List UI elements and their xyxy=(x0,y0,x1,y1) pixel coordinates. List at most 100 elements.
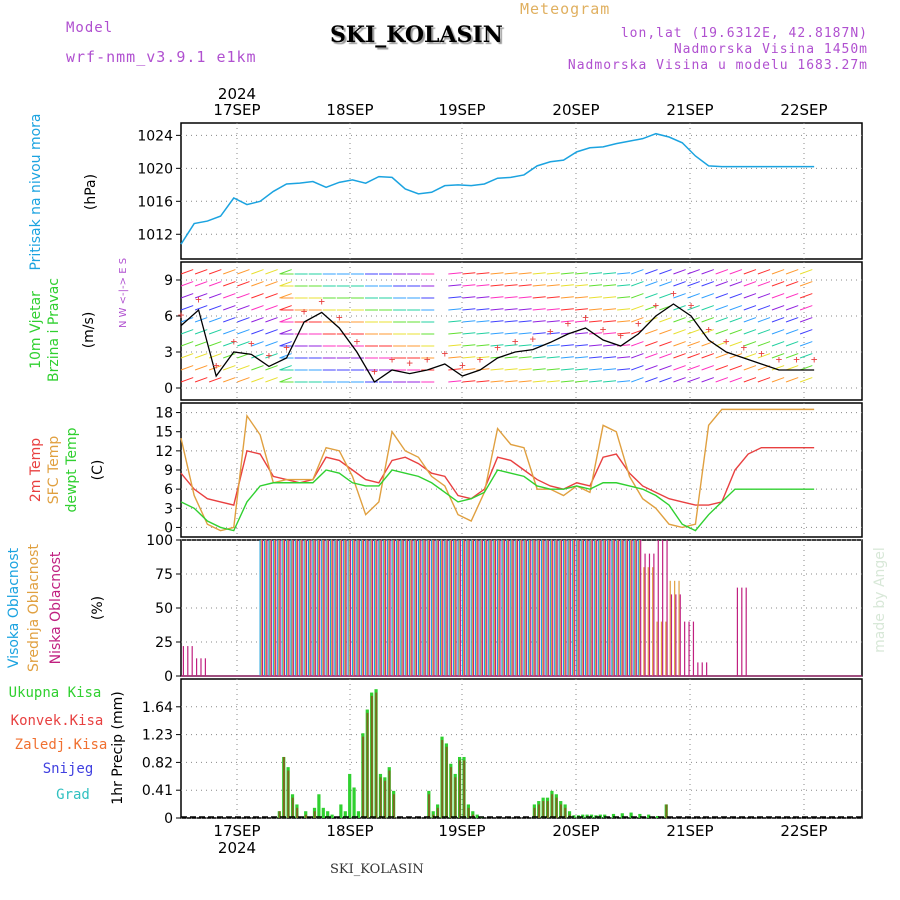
total-precip-bar xyxy=(352,787,356,818)
convective-precip-bar xyxy=(388,770,391,818)
temp-ylabel-sfc: SFC Temp xyxy=(46,436,62,505)
wind-vector xyxy=(631,365,644,371)
model-name: wrf-nmm_v3.9.1 e1km xyxy=(66,48,257,66)
wind-vector xyxy=(645,269,658,275)
wind-vector xyxy=(546,344,560,347)
wind-vector xyxy=(504,332,518,335)
wind-vector xyxy=(560,308,574,311)
coords-text: lon,lat (19.6312E, 42.8187N) xyxy=(620,26,868,41)
wind-vector xyxy=(265,269,278,275)
wind-vector xyxy=(574,332,588,335)
total-precip-bar xyxy=(326,811,330,818)
wind-vector xyxy=(208,305,222,311)
wind-gust-mark: + xyxy=(178,308,185,321)
wind-vector xyxy=(701,317,714,323)
wind-vector xyxy=(208,341,222,347)
wind-vector xyxy=(574,320,588,323)
bottom-year-label: 2024 xyxy=(218,839,256,857)
wind-vector xyxy=(194,341,208,347)
wind-vector xyxy=(617,332,631,335)
wind-vector xyxy=(490,344,504,347)
y-tick-label-cloud: 100 xyxy=(146,533,173,549)
wind-gust-mark: + xyxy=(406,356,413,369)
wind-vector xyxy=(645,329,658,335)
convective-precip-bar xyxy=(564,807,567,818)
wind-vector xyxy=(448,320,462,323)
wind-vector xyxy=(799,329,813,335)
wind-vector xyxy=(251,317,264,323)
wind-vector xyxy=(617,320,631,323)
wind-vector xyxy=(799,269,813,275)
wind-vector xyxy=(504,356,518,359)
wind-vector xyxy=(701,377,714,383)
wind-vector xyxy=(701,305,714,311)
wind-vector xyxy=(532,332,546,335)
wind-vector xyxy=(532,272,546,275)
wind-vector xyxy=(757,329,771,335)
wind-vector xyxy=(251,281,264,287)
temp-unit: (C) xyxy=(90,460,106,481)
wind-gust-mark: + xyxy=(459,359,466,372)
wind-gust-mark: + xyxy=(318,295,325,308)
convective-precip-bar xyxy=(458,760,461,818)
wind-vector xyxy=(743,281,757,287)
top-year-label: 2024 xyxy=(218,85,256,103)
wind-vector xyxy=(208,329,222,335)
wind-gust-mark: + xyxy=(705,323,712,336)
wind-vector xyxy=(603,308,617,311)
wind-gust-mark: + xyxy=(529,332,536,345)
wind-vector xyxy=(279,341,292,347)
bottom-date-label: 21SEP xyxy=(666,822,713,840)
wind-gust-mark: + xyxy=(354,335,361,348)
wind-vector xyxy=(617,308,631,311)
wind-vector xyxy=(546,284,560,287)
wind-vector xyxy=(588,272,603,275)
convective-precip-bar xyxy=(559,804,562,818)
convective-precip-bar xyxy=(282,756,285,818)
wind-vector xyxy=(279,281,292,287)
wind-vector xyxy=(265,293,278,299)
wind-gust-mark: + xyxy=(653,299,660,312)
wind-vector xyxy=(757,281,771,287)
wind-vector xyxy=(448,356,462,359)
wind-speed-line xyxy=(180,303,815,383)
y-tick-label-wind: 3 xyxy=(164,345,173,361)
precip-legend-item: Ukupna Kisa xyxy=(9,685,102,701)
wind-vector xyxy=(265,317,278,323)
wind-vector xyxy=(659,353,672,359)
wind-vector xyxy=(476,356,490,359)
wind-ylabel-2: Brzina i Pravac xyxy=(46,278,62,382)
wind-vector xyxy=(532,368,546,371)
wind-gust-mark: + xyxy=(688,299,695,312)
wind-vector xyxy=(223,353,236,359)
wind-vector xyxy=(462,380,476,383)
wind-vector xyxy=(645,281,658,287)
wind-vector xyxy=(504,380,518,383)
panel-frame-wind xyxy=(180,261,863,401)
wind-vector xyxy=(518,332,532,335)
y-tick-label-cloud: 75 xyxy=(155,567,173,583)
wind-gust-mark: + xyxy=(424,353,431,366)
wind-vector xyxy=(645,293,658,299)
wind-vector xyxy=(645,341,658,347)
wind-vector xyxy=(799,353,813,359)
total-precip-bar xyxy=(655,815,660,818)
wind-vector xyxy=(574,308,588,311)
wind-vector xyxy=(490,332,504,335)
y-tick-label-wind: 6 xyxy=(164,309,173,325)
wind-vector xyxy=(448,284,462,287)
wind-vector xyxy=(476,272,490,275)
wind-vector xyxy=(476,296,490,299)
wind-vector xyxy=(588,380,603,383)
y-tick-label-cloud: 50 xyxy=(155,601,173,617)
wind-vector xyxy=(617,296,631,299)
convective-precip-bar xyxy=(546,801,549,818)
wind-vector xyxy=(701,365,714,371)
wind-vector xyxy=(279,353,292,359)
wind-vector xyxy=(223,341,236,347)
cloud-ylabel-low: Niska Oblacnost xyxy=(48,551,64,664)
precip-unit: 1hr Precip (mm) xyxy=(110,691,126,804)
wind-vector xyxy=(631,317,644,323)
wind-vector xyxy=(743,329,757,335)
